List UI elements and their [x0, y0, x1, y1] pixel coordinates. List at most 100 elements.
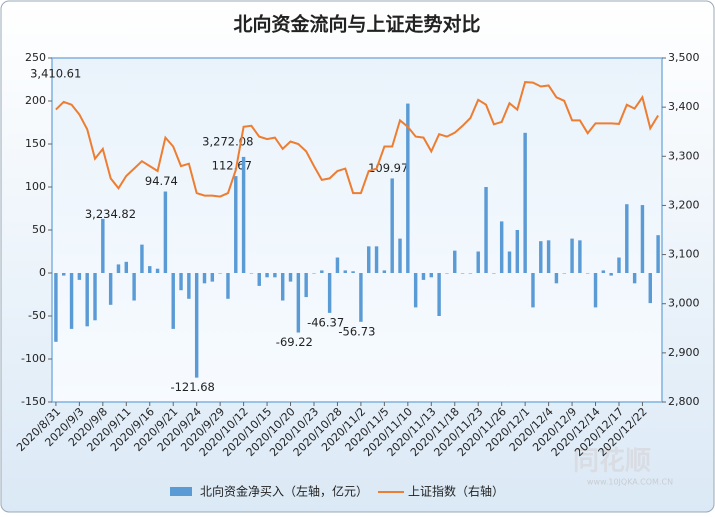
bar — [54, 273, 58, 342]
bar — [648, 273, 652, 304]
bar — [320, 270, 324, 273]
bar — [351, 271, 355, 273]
data-label: -46.37 — [307, 315, 344, 329]
bar — [429, 273, 434, 278]
y2-tick-label: 3,100 — [668, 248, 700, 261]
bar — [554, 273, 559, 284]
bar — [226, 273, 230, 299]
bar — [656, 235, 660, 273]
bar — [218, 273, 222, 274]
bar — [62, 273, 66, 276]
y-tick-label: 50 — [32, 223, 46, 236]
bar — [202, 273, 207, 284]
y-tick-label: -50 — [28, 309, 46, 322]
bar — [77, 273, 82, 280]
bar — [296, 273, 301, 333]
data-label: 3,410.61 — [30, 66, 81, 80]
bar — [265, 273, 269, 278]
bar — [546, 240, 551, 273]
bar — [343, 270, 347, 273]
bar — [234, 176, 238, 273]
bar — [280, 273, 285, 301]
bar — [374, 246, 379, 273]
bar — [625, 204, 629, 273]
bar — [327, 273, 332, 313]
bar — [484, 187, 488, 273]
data-label: 3,272.08 — [202, 135, 253, 149]
bar — [257, 273, 261, 286]
bar — [140, 244, 144, 273]
bar — [93, 273, 97, 321]
bar — [304, 273, 308, 298]
bar — [390, 178, 394, 273]
bar — [468, 273, 473, 274]
bar — [132, 273, 136, 301]
bar — [179, 273, 183, 291]
bar — [640, 205, 645, 273]
y-tick-label: 250 — [25, 51, 46, 64]
bar — [617, 257, 621, 273]
bar — [507, 251, 512, 273]
bar — [367, 246, 371, 273]
bar — [578, 240, 582, 273]
bar — [476, 251, 480, 273]
bar — [523, 132, 527, 273]
bar — [570, 238, 574, 273]
bar — [421, 273, 426, 280]
bar — [288, 273, 293, 282]
bar — [249, 273, 254, 274]
bar — [585, 273, 590, 274]
bar — [460, 273, 465, 274]
watermark-logo: 同花顺 — [573, 447, 651, 477]
bar — [406, 103, 410, 273]
y2-tick-label: 3,400 — [668, 100, 700, 113]
bar — [124, 261, 129, 273]
legend-label: 上证指数（右轴） — [408, 484, 504, 499]
data-label: 112.67 — [212, 159, 252, 173]
bar — [539, 241, 543, 273]
y2-tick-label: 2,800 — [668, 395, 700, 408]
bar — [241, 156, 246, 273]
y-tick-label: 150 — [25, 137, 46, 150]
bar — [273, 273, 277, 278]
bar — [382, 270, 387, 273]
bar — [116, 264, 121, 273]
bar — [632, 273, 637, 284]
bar — [155, 268, 160, 273]
bar — [335, 257, 340, 273]
bar — [210, 273, 215, 282]
chart-title: 北向资金流向与上证走势对比 — [233, 13, 480, 36]
y2-tick-label: 3,300 — [668, 149, 700, 162]
data-label: 3,234.82 — [85, 207, 136, 221]
y-tick-label: 100 — [25, 180, 46, 193]
bar — [101, 218, 105, 273]
bar — [492, 273, 496, 274]
bar — [69, 273, 74, 329]
y2-tick-label: 3,200 — [668, 198, 700, 211]
bar — [562, 273, 566, 274]
watermark-url: www.10JQKA.COM.CN — [587, 478, 673, 487]
bar — [593, 273, 598, 308]
bar — [609, 273, 613, 276]
y-tick-label: -150 — [21, 395, 46, 408]
y2-tick-label: 3,500 — [668, 51, 700, 64]
bar — [171, 273, 175, 329]
bar — [531, 273, 535, 308]
bar — [601, 270, 606, 273]
legend-label: 北向资金净买入（左轴，亿元） — [200, 484, 368, 499]
y-tick-label: 0 — [39, 266, 46, 279]
data-label: -56.73 — [338, 324, 375, 338]
data-label: 94.74 — [145, 174, 178, 188]
legend-swatch — [170, 487, 192, 496]
bar — [85, 273, 89, 327]
bar — [187, 273, 191, 299]
bar — [437, 273, 441, 316]
bar — [163, 191, 168, 273]
data-label: -69.22 — [276, 335, 313, 349]
bar — [453, 250, 457, 273]
plot-area — [51, 57, 663, 403]
bar — [398, 238, 402, 273]
y2-tick-label: 2,900 — [668, 346, 700, 359]
bar — [194, 273, 199, 378]
line — [55, 81, 659, 198]
